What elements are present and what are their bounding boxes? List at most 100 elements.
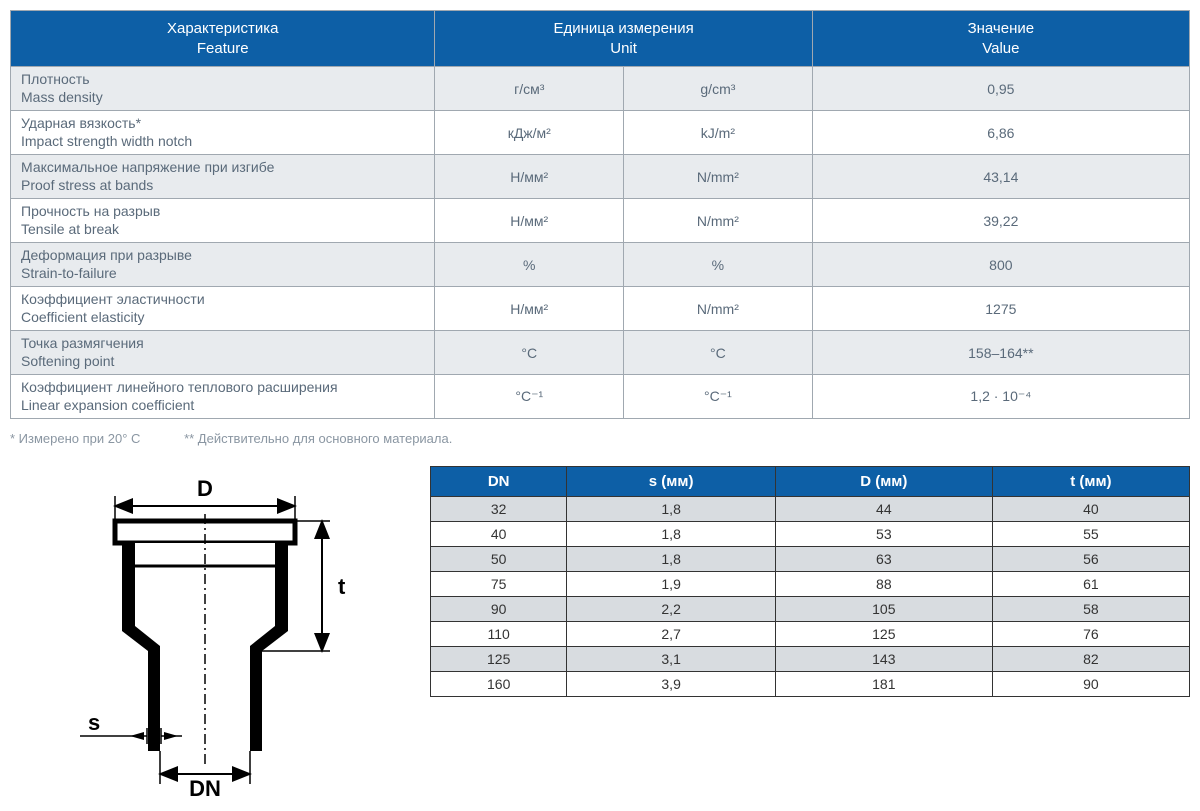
th-value-ru: Значение bbox=[968, 20, 1035, 37]
dim-th: s (мм) bbox=[567, 467, 776, 497]
dim-cell: 55 bbox=[992, 522, 1189, 547]
dim-cell: 1,8 bbox=[567, 497, 776, 522]
value-cell: 1,2 · 10⁻⁴ bbox=[812, 375, 1189, 419]
dim-cell: 105 bbox=[775, 597, 992, 622]
dim-cell: 75 bbox=[431, 572, 567, 597]
dim-cell: 58 bbox=[992, 597, 1189, 622]
dim-th: D (мм) bbox=[775, 467, 992, 497]
dim-cell: 56 bbox=[992, 547, 1189, 572]
value-cell: 1275 bbox=[812, 287, 1189, 331]
feat-en: Mass density bbox=[21, 89, 103, 105]
table-row: 751,98861 bbox=[431, 572, 1190, 597]
dim-cell: 125 bbox=[431, 647, 567, 672]
table-row: 401,85355 bbox=[431, 522, 1190, 547]
label-s: s bbox=[88, 710, 100, 735]
spec-table: Характеристика Feature Единица измерения… bbox=[10, 10, 1190, 419]
dimension-table: DNs (мм)D (мм)t (мм) 321,84440401,853555… bbox=[430, 466, 1190, 697]
feat-en: Tensile at break bbox=[21, 221, 119, 237]
dim-cell: 50 bbox=[431, 547, 567, 572]
feature-cell: Максимальное напряжение при изгибе Proof … bbox=[11, 155, 435, 199]
th-feature-en: Feature bbox=[197, 40, 249, 57]
footnotes: * Измерено при 20° С ** Действительно дл… bbox=[10, 431, 1190, 446]
unit-ru-cell: г/см³ bbox=[435, 67, 624, 111]
table-row: 1253,114382 bbox=[431, 647, 1190, 672]
dim-cell: 53 bbox=[775, 522, 992, 547]
value-cell: 800 bbox=[812, 243, 1189, 287]
label-t: t bbox=[338, 574, 346, 599]
feature-cell: Деформация при разрыве Strain-to-failure bbox=[11, 243, 435, 287]
unit-ru-cell: % bbox=[435, 243, 624, 287]
th-unit-ru: Единица измерения bbox=[553, 20, 693, 37]
value-cell: 158–164** bbox=[812, 331, 1189, 375]
table-row: Коэффициент эластичности Coefficient elas… bbox=[11, 287, 1190, 331]
feature-cell: Коэффициент линейного теплового расширен… bbox=[11, 375, 435, 419]
table-row: Максимальное напряжение при изгибе Proof … bbox=[11, 155, 1190, 199]
unit-en-cell: N/mm² bbox=[624, 155, 813, 199]
table-row: Прочность на разрыв Tensile at break Н/мм²… bbox=[11, 199, 1190, 243]
dim-cell: 1,8 bbox=[567, 522, 776, 547]
th-value-en: Value bbox=[982, 40, 1019, 57]
feat-ru: Прочность на разрыв bbox=[21, 203, 160, 219]
dim-th: t (мм) bbox=[992, 467, 1189, 497]
feat-ru: Плотность bbox=[21, 71, 90, 87]
feature-cell: Плотность Mass density bbox=[11, 67, 435, 111]
feat-en: Coefficient elasticity bbox=[21, 309, 144, 325]
dim-cell: 3,9 bbox=[567, 672, 776, 697]
unit-en-cell: kJ/m² bbox=[624, 111, 813, 155]
dim-cell: 44 bbox=[775, 497, 992, 522]
spec-th-unit: Единица измерения Unit bbox=[435, 11, 812, 67]
feat-en: Strain-to-failure bbox=[21, 265, 117, 281]
feat-en: Softening point bbox=[21, 353, 114, 369]
footnote-2: ** Действительно для основного материала… bbox=[184, 431, 452, 446]
feat-en: Linear expansion coefficient bbox=[21, 397, 194, 413]
spec-th-feature: Характеристика Feature bbox=[11, 11, 435, 67]
feat-ru: Коэффициент линейного теплового расширен… bbox=[21, 379, 338, 395]
value-cell: 43,14 bbox=[812, 155, 1189, 199]
feat-en: Impact strength width notch bbox=[21, 133, 192, 149]
pipe-diagram: D t s bbox=[10, 466, 390, 801]
unit-en-cell: °C bbox=[624, 331, 813, 375]
feat-ru: Коэффициент эластичности bbox=[21, 291, 205, 307]
th-feature-ru: Характеристика bbox=[167, 20, 279, 37]
value-cell: 0,95 bbox=[812, 67, 1189, 111]
dim-cell: 110 bbox=[431, 622, 567, 647]
lower-section: D t s bbox=[10, 466, 1190, 801]
feat-ru: Максимальное напряжение при изгибе bbox=[21, 159, 274, 175]
dim-th: DN bbox=[431, 467, 567, 497]
feat-ru: Деформация при разрыве bbox=[21, 247, 192, 263]
value-cell: 6,86 bbox=[812, 111, 1189, 155]
unit-en-cell: g/cm³ bbox=[624, 67, 813, 111]
dim-cell: 125 bbox=[775, 622, 992, 647]
dim-cell: 1,8 bbox=[567, 547, 776, 572]
table-row: 501,86356 bbox=[431, 547, 1190, 572]
footnote-1: * Измерено при 20° С bbox=[10, 431, 140, 446]
dim-cell: 1,9 bbox=[567, 572, 776, 597]
unit-ru-cell: °C bbox=[435, 331, 624, 375]
feat-ru: Точка размягчения bbox=[21, 335, 144, 351]
unit-ru-cell: Н/мм² bbox=[435, 287, 624, 331]
feature-cell: Прочность на разрыв Tensile at break bbox=[11, 199, 435, 243]
table-row: 1102,712576 bbox=[431, 622, 1190, 647]
unit-en-cell: N/mm² bbox=[624, 199, 813, 243]
dim-cell: 181 bbox=[775, 672, 992, 697]
dim-cell: 90 bbox=[992, 672, 1189, 697]
dim-cell: 76 bbox=[992, 622, 1189, 647]
unit-en-cell: N/mm² bbox=[624, 287, 813, 331]
label-dn: DN bbox=[189, 776, 221, 796]
table-row: Точка размягченияSoftening point°C°C158–… bbox=[11, 331, 1190, 375]
dim-cell: 90 bbox=[431, 597, 567, 622]
table-row: Коэффициент линейного теплового расширен… bbox=[11, 375, 1190, 419]
feat-ru: Ударная вязкость* bbox=[21, 115, 141, 131]
unit-en-cell: °C⁻¹ bbox=[624, 375, 813, 419]
dim-cell: 32 bbox=[431, 497, 567, 522]
unit-ru-cell: Н/мм² bbox=[435, 199, 624, 243]
dim-cell: 88 bbox=[775, 572, 992, 597]
unit-en-cell: % bbox=[624, 243, 813, 287]
feat-en: Proof stress at bands bbox=[21, 177, 153, 193]
dim-cell: 3,1 bbox=[567, 647, 776, 672]
table-row: Ударная вязкость* Impact strength width n… bbox=[11, 111, 1190, 155]
spec-th-value: Значение Value bbox=[812, 11, 1189, 67]
dim-cell: 40 bbox=[992, 497, 1189, 522]
feature-cell: Точка размягчения Softening point bbox=[11, 331, 435, 375]
dim-cell: 40 bbox=[431, 522, 567, 547]
